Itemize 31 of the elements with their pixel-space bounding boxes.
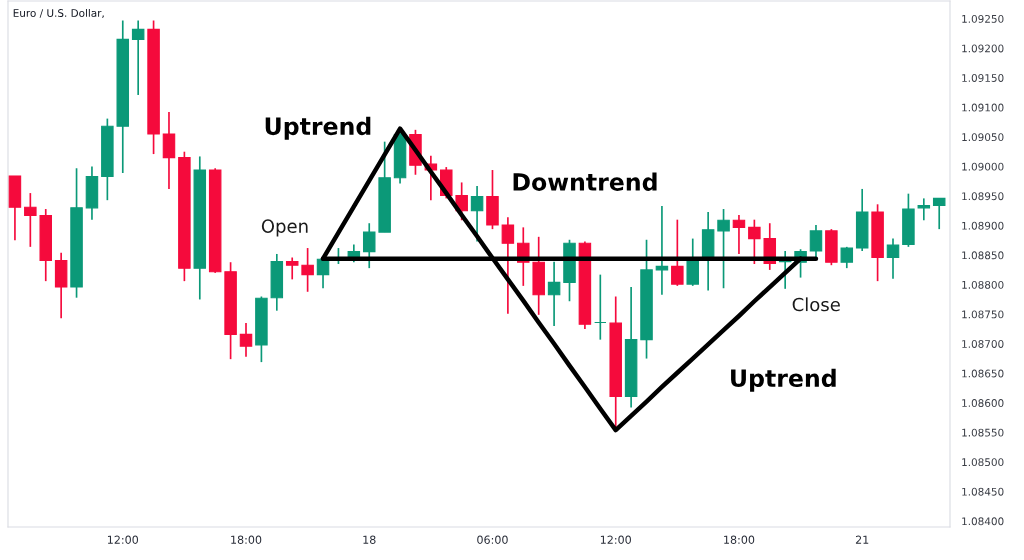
y-tick-label: 1.08450 (962, 487, 1004, 496)
y-tick-label: 1.08850 (962, 251, 1004, 260)
x-tick-label: 12:00 (600, 535, 631, 544)
y-tick-label: 1.08500 (962, 458, 1004, 467)
annotation: Close (792, 297, 840, 312)
y-tick-label: 1.08700 (962, 340, 1004, 348)
y-tick-label: 1.08900 (962, 221, 1004, 230)
y-tick-label: 1.09200 (962, 44, 1004, 53)
text: Euro / U.S. Dollar, (13, 8, 104, 19)
y-tick-label: 1.09150 (962, 74, 1004, 82)
y-tick-label: 1.08550 (962, 428, 1004, 437)
y-tick-label: 1.08800 (962, 280, 1004, 289)
x-tick-label: 12:00 (107, 535, 139, 544)
y-tick-label: 1.09050 (962, 133, 1004, 142)
y-tick-label: 1.09100 (962, 103, 1004, 112)
annotation: Uptrend (731, 368, 836, 392)
x-tick-label: 18:00 (724, 535, 755, 544)
annotation: Open (261, 219, 308, 237)
annotation: Downtrend (513, 172, 657, 191)
x-tick-label: 18 (363, 535, 376, 544)
annotation: Uptrend (265, 116, 371, 140)
y-tick-label: 1.08650 (962, 369, 1004, 378)
y-tick-label: 1.08600 (962, 399, 1004, 407)
x-tick-label: 18:00 (231, 535, 262, 544)
y-tick-label: 1.08400 (962, 517, 1004, 526)
y-tick-label: 1.09250 (962, 14, 1004, 23)
y-tick-label: 1.08750 (962, 310, 1004, 319)
x-tick-label: 21 (855, 535, 869, 544)
x-tick-label: 06:00 (477, 535, 508, 544)
y-tick-label: 1.09000 (962, 162, 1004, 171)
y-tick-label: 1.08950 (962, 192, 1004, 201)
